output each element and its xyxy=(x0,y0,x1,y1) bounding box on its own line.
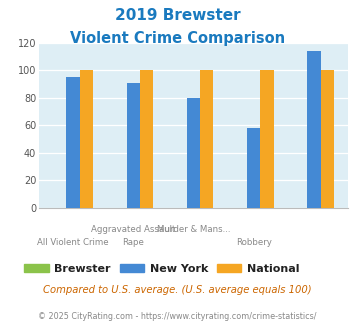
Bar xyxy=(80,70,93,208)
Text: All Violent Crime: All Violent Crime xyxy=(37,239,109,248)
Text: Violent Crime Comparison: Violent Crime Comparison xyxy=(70,31,285,46)
Bar xyxy=(307,51,321,208)
Text: 2019 Brewster: 2019 Brewster xyxy=(115,8,240,23)
Legend: Brewster, New York, National: Brewster, New York, National xyxy=(20,260,304,279)
Text: Compared to U.S. average. (U.S. average equals 100): Compared to U.S. average. (U.S. average … xyxy=(43,285,312,295)
Bar xyxy=(127,83,140,208)
Bar xyxy=(247,128,260,208)
Text: Robbery: Robbery xyxy=(236,239,272,248)
Text: Aggravated Assault: Aggravated Assault xyxy=(91,225,175,234)
Text: © 2025 CityRating.com - https://www.cityrating.com/crime-statistics/: © 2025 CityRating.com - https://www.city… xyxy=(38,312,317,321)
Bar xyxy=(140,70,153,208)
Bar xyxy=(260,70,274,208)
Bar xyxy=(321,70,334,208)
Bar xyxy=(200,70,213,208)
Bar xyxy=(66,77,80,208)
Bar xyxy=(187,98,200,208)
Text: Murder & Mans...: Murder & Mans... xyxy=(157,225,230,234)
Text: Rape: Rape xyxy=(122,239,144,248)
